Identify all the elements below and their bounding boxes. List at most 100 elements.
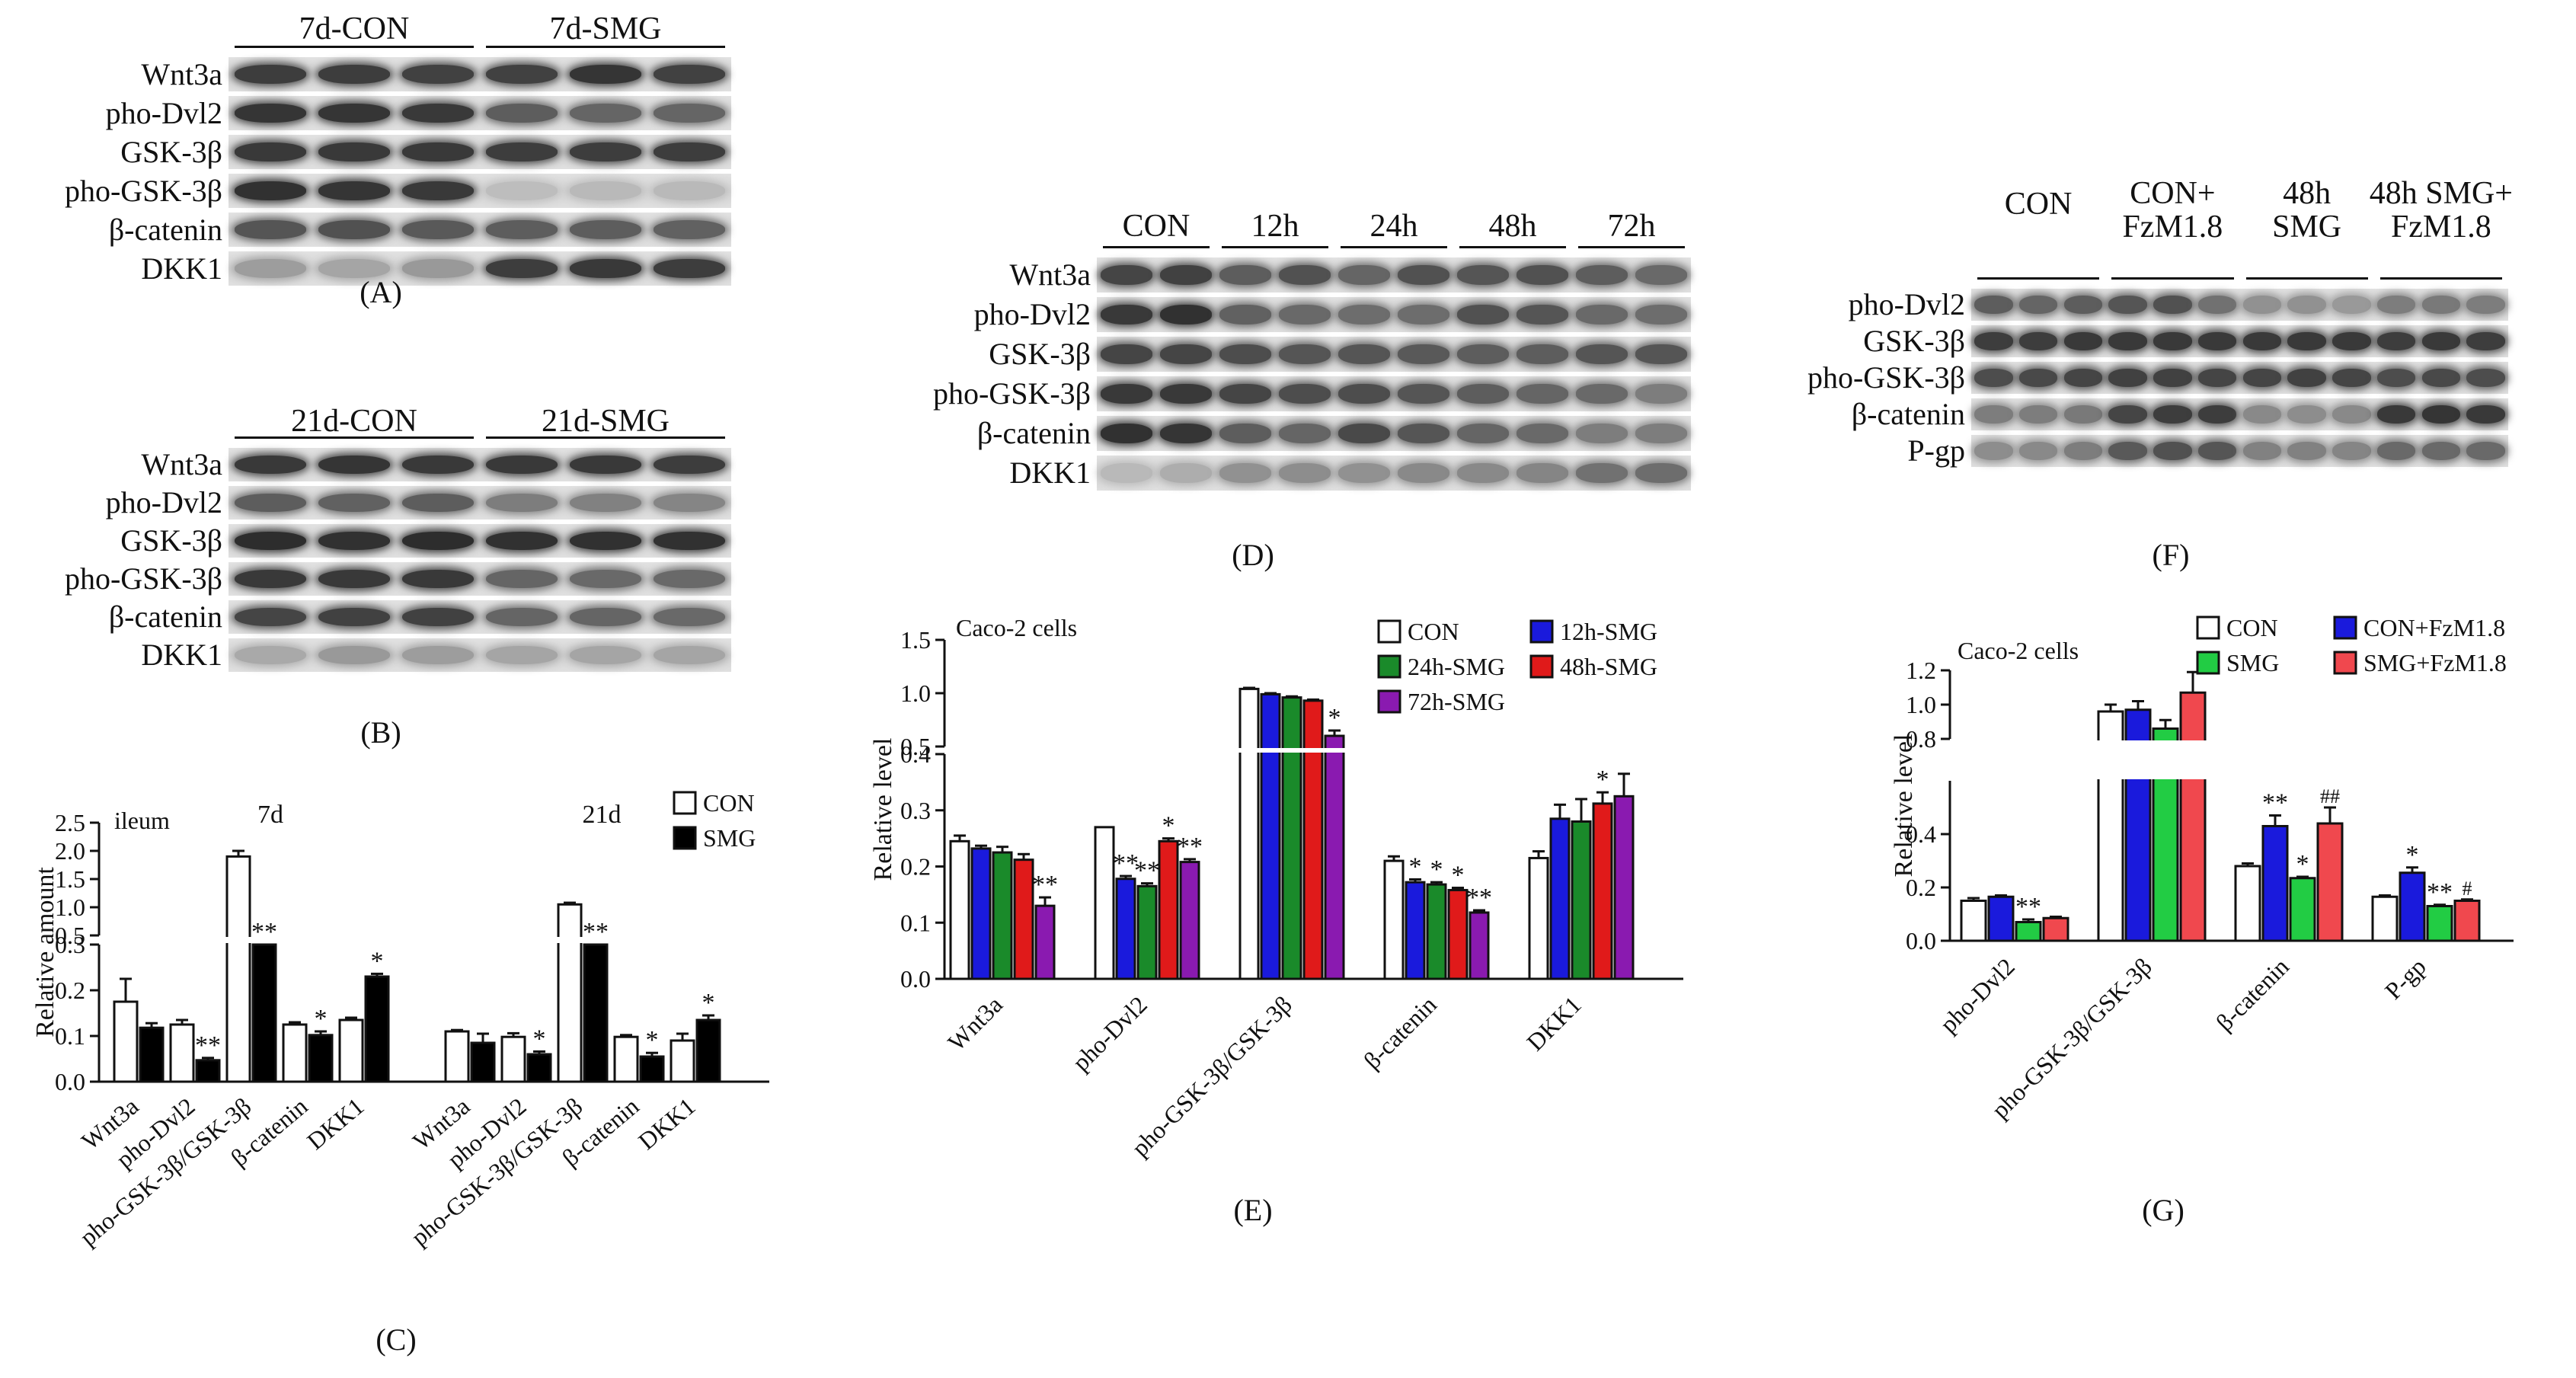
blot-band <box>569 142 642 162</box>
blot-band <box>1219 265 1271 285</box>
significance-mark: # <box>2463 878 2472 900</box>
blot-band <box>2063 405 2103 424</box>
blot-band <box>1101 384 1152 404</box>
blot-band <box>234 181 307 201</box>
blot-band <box>234 455 307 475</box>
blot-band <box>318 181 391 201</box>
blot-strip-pho-dvl2 <box>1097 297 1691 332</box>
blot-band <box>2018 442 2058 460</box>
bar-24h-smg <box>992 851 1013 980</box>
bar-smg <box>364 975 390 1083</box>
blot-band <box>1457 384 1509 404</box>
bar-48h-smg <box>1447 888 1469 980</box>
blot-band <box>234 142 307 162</box>
blot-band <box>485 142 558 162</box>
y-tick-label: 0.2 <box>900 853 931 881</box>
blot-row-label-dkk1: DKK1 <box>141 251 222 286</box>
bar-con <box>2234 865 2261 942</box>
blot-band <box>234 607 307 627</box>
blot-band <box>2153 296 2192 314</box>
bar-con <box>1960 900 1987 942</box>
blot-group-label: 48h SMG <box>2272 176 2342 245</box>
facet-label: 7d <box>257 801 283 829</box>
blot-band <box>2332 369 2371 387</box>
y-tick-label: 1.5 <box>900 626 931 654</box>
bar-con <box>1094 826 1115 980</box>
x-tick-label: β-catenin <box>1358 990 1442 1074</box>
blot-band <box>318 142 391 162</box>
blot-band <box>1279 344 1331 364</box>
chart-e: 0.0 0.1 0.2 0.3 0.4 0.5 1.0 1.5 Relative level Ca… <box>861 609 1691 1196</box>
y-tick-label: 0.1 <box>55 1022 85 1050</box>
blot-band <box>1517 305 1568 325</box>
blot-strip-pho-gsk-3 <box>1097 376 1691 411</box>
blot-row-label-pho-dvl2: pho-Dvl2 <box>1848 287 1965 321</box>
bar-smg <box>195 1059 221 1083</box>
blot-band <box>1398 344 1449 364</box>
y-tick-label: 1.0 <box>1906 691 1936 718</box>
y-tick-label: 1.2 <box>1906 657 1936 684</box>
bar-con <box>225 855 251 1083</box>
blot-row-label-catenin: β-catenin <box>108 212 222 247</box>
blot-band <box>653 103 726 123</box>
significance-mark: ** <box>1113 849 1139 878</box>
legend-swatch-smg <box>673 826 697 850</box>
blot-band <box>2153 405 2192 424</box>
significance-mark: * <box>533 1025 546 1053</box>
bar-smg-fzm1-8 <box>2042 916 2069 942</box>
x-tick-label: P-gp <box>2379 952 2431 1004</box>
blot-group-line <box>486 436 725 439</box>
blot-band <box>653 531 726 551</box>
blot-band <box>653 645 726 665</box>
blot-band <box>401 455 475 475</box>
bar-smg <box>308 1034 334 1083</box>
blot-band <box>1457 344 1509 364</box>
blot-band <box>1398 384 1449 404</box>
legend-swatch-con <box>673 791 697 815</box>
chart-c: 0.0 0.1 0.2 0.3 0.5 1.0 1.5 2.0 2.5 Relative amou… <box>0 777 838 1325</box>
blot-band <box>1635 344 1687 364</box>
x-tick-label: pho-GSK-3β/GSK-3β <box>1126 990 1296 1161</box>
blot-group-line <box>1977 277 2100 280</box>
blot-row-label-gsk-3: GSK-3β <box>1863 324 1965 358</box>
blot-band <box>1338 384 1390 404</box>
significance-mark: * <box>702 989 715 1017</box>
blot-band <box>2063 332 2103 350</box>
blot-band <box>2287 369 2326 387</box>
panel-label-a: (A) <box>360 275 402 309</box>
x-tick-label: pho-Dvl2 <box>1067 990 1152 1076</box>
blot-band <box>2063 296 2103 314</box>
bar-24h-smg <box>1571 820 1592 980</box>
y-tick-label: 0.0 <box>900 965 931 993</box>
bar-con-fzm1-8 <box>1987 895 2015 942</box>
blot-band <box>569 219 642 240</box>
blot-band <box>1101 463 1152 483</box>
legend-label-72h-smg: 72h-SMG <box>1408 688 1505 715</box>
blot-band <box>401 64 475 85</box>
blot-strip-dkk1 <box>1097 456 1691 491</box>
blot-group-label: 7d-SMG <box>549 11 662 46</box>
blot-band <box>1219 463 1271 483</box>
blot-band <box>1219 344 1271 364</box>
bar-smg <box>583 943 609 1083</box>
y-tick-label: 0.2 <box>1906 874 1936 901</box>
blot-band <box>1974 369 2013 387</box>
blot-band <box>1398 463 1449 483</box>
bar-smg <box>639 1055 665 1083</box>
blot-band <box>1398 424 1449 443</box>
significance-mark: * <box>1596 766 1609 794</box>
blot-group-line <box>235 46 474 48</box>
bar-con <box>557 903 583 1083</box>
blot-band <box>1219 305 1271 325</box>
blot-band <box>653 607 726 627</box>
blot-band <box>2153 442 2192 460</box>
blot-strip-pho-dvl2 <box>229 486 731 520</box>
bar-con <box>169 1023 195 1083</box>
blot-row-label-catenin: β-catenin <box>976 416 1091 450</box>
blot-band <box>1279 265 1331 285</box>
blot-band <box>234 493 307 513</box>
bar-12h-smg <box>1549 817 1571 980</box>
blot-band <box>401 569 475 589</box>
blot-group-label: CON <box>2004 187 2073 222</box>
blot-band <box>1338 344 1390 364</box>
